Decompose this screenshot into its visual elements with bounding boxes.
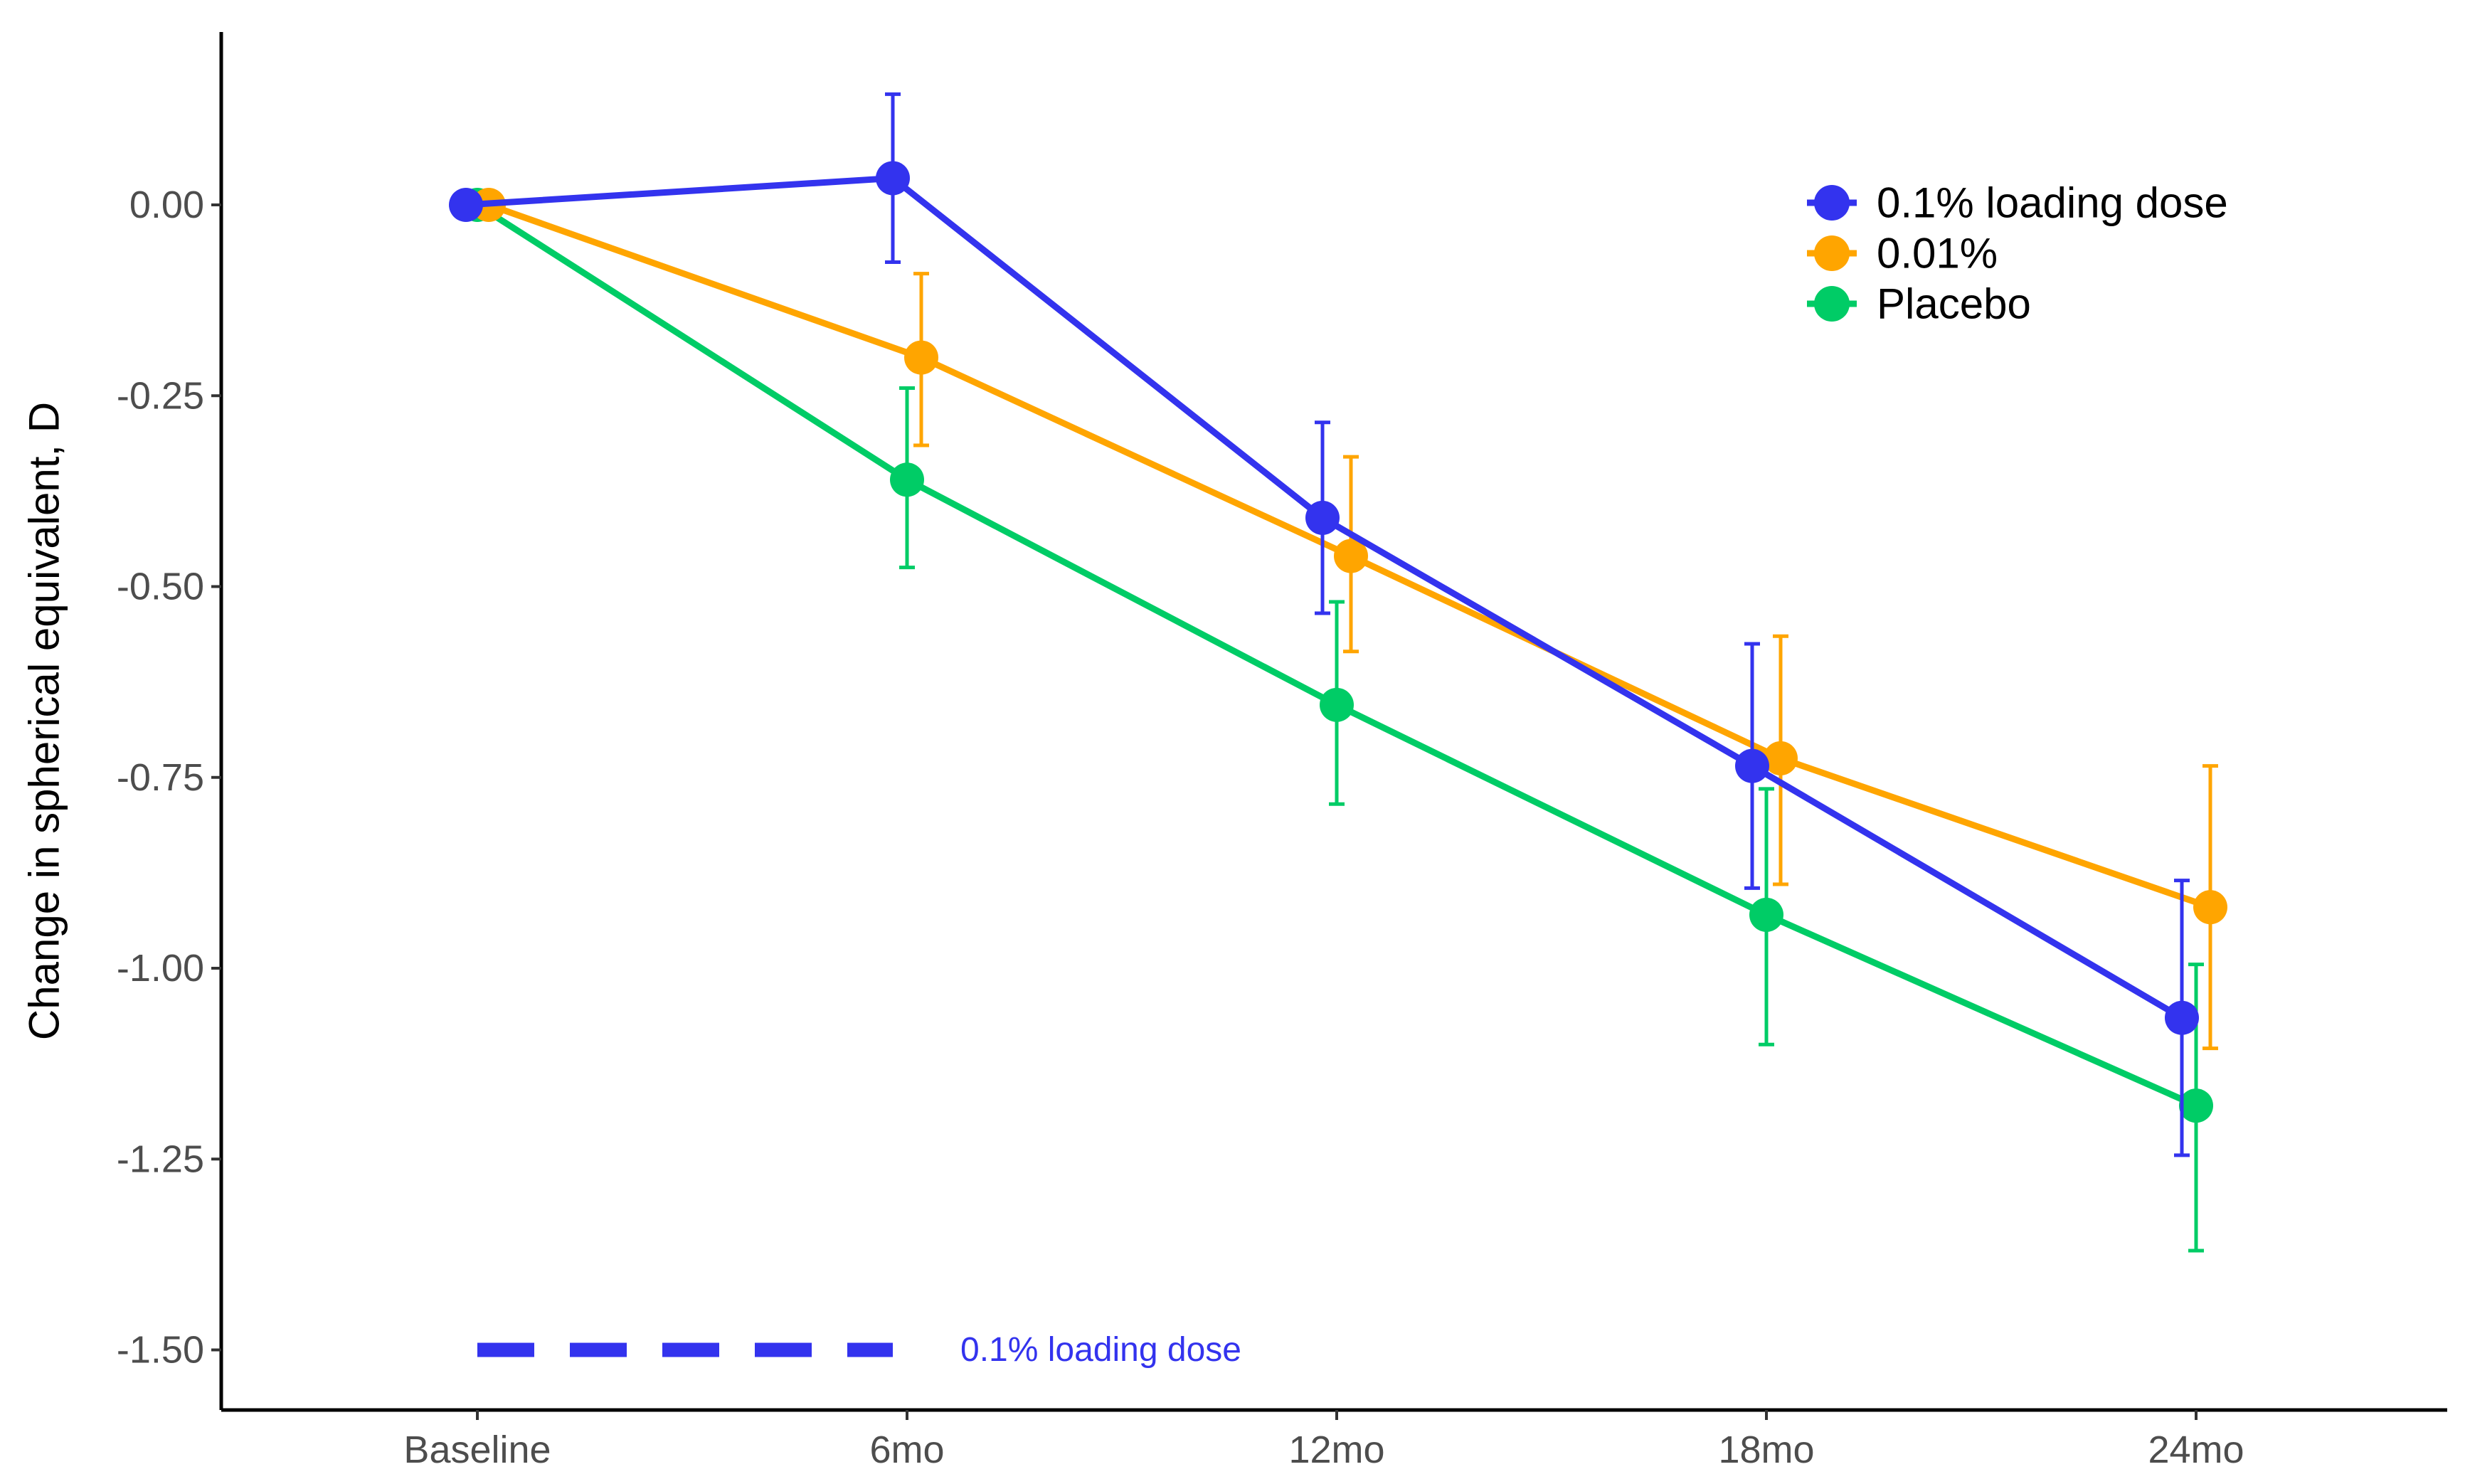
data-point (876, 161, 910, 196)
data-point (2165, 1000, 2199, 1035)
legend-label: 0.01% (1877, 230, 1998, 277)
data-point (1735, 748, 1769, 783)
y-tick-label: -0.75 (117, 756, 204, 799)
y-tick-label: -1.50 (117, 1329, 204, 1372)
axes: 0.00 -0.25 -0.50 -0.75 -1.00 -1.25 -1.50 Baseli… (117, 32, 2447, 1471)
annotation-label: 0.1% loading dose (960, 1331, 1241, 1369)
x-tick-label: Baseline (403, 1429, 551, 1471)
series-2 (460, 188, 2213, 1253)
data-point (449, 188, 483, 222)
legend-label: Placebo (1877, 280, 2031, 328)
y-tick-label: -0.50 (117, 566, 204, 608)
data-point (2179, 1088, 2213, 1123)
data-point (1320, 687, 1354, 722)
series (449, 92, 2227, 1253)
data-point (1764, 741, 1798, 775)
y-axis-title: Change in spherical equivalent, D (21, 402, 68, 1040)
y-tick-label: -1.25 (117, 1138, 204, 1180)
legend-label: 0.1% loading dose (1877, 179, 2228, 227)
x-tick-label: 24mo (2148, 1429, 2244, 1471)
data-point (1305, 500, 1340, 535)
y-tick-label: -0.25 (117, 374, 204, 417)
annotation: 0.1% loading dose (477, 1331, 1241, 1369)
y-tick-label: 0.00 (129, 184, 204, 226)
legend-marker (1814, 185, 1850, 221)
series-0 (449, 92, 2199, 1157)
data-point (1334, 539, 1368, 573)
data-point (904, 340, 938, 375)
data-point (2193, 890, 2227, 925)
x-tick-label: 12mo (1288, 1429, 1384, 1471)
data-point (890, 462, 924, 497)
x-tick-label: 6mo (869, 1429, 944, 1471)
data-point (1749, 897, 1783, 932)
x-tick-label: 18mo (1718, 1429, 1814, 1471)
legend-marker (1814, 235, 1850, 271)
legend-marker (1814, 286, 1850, 322)
y-tick-label: -1.00 (117, 947, 204, 990)
